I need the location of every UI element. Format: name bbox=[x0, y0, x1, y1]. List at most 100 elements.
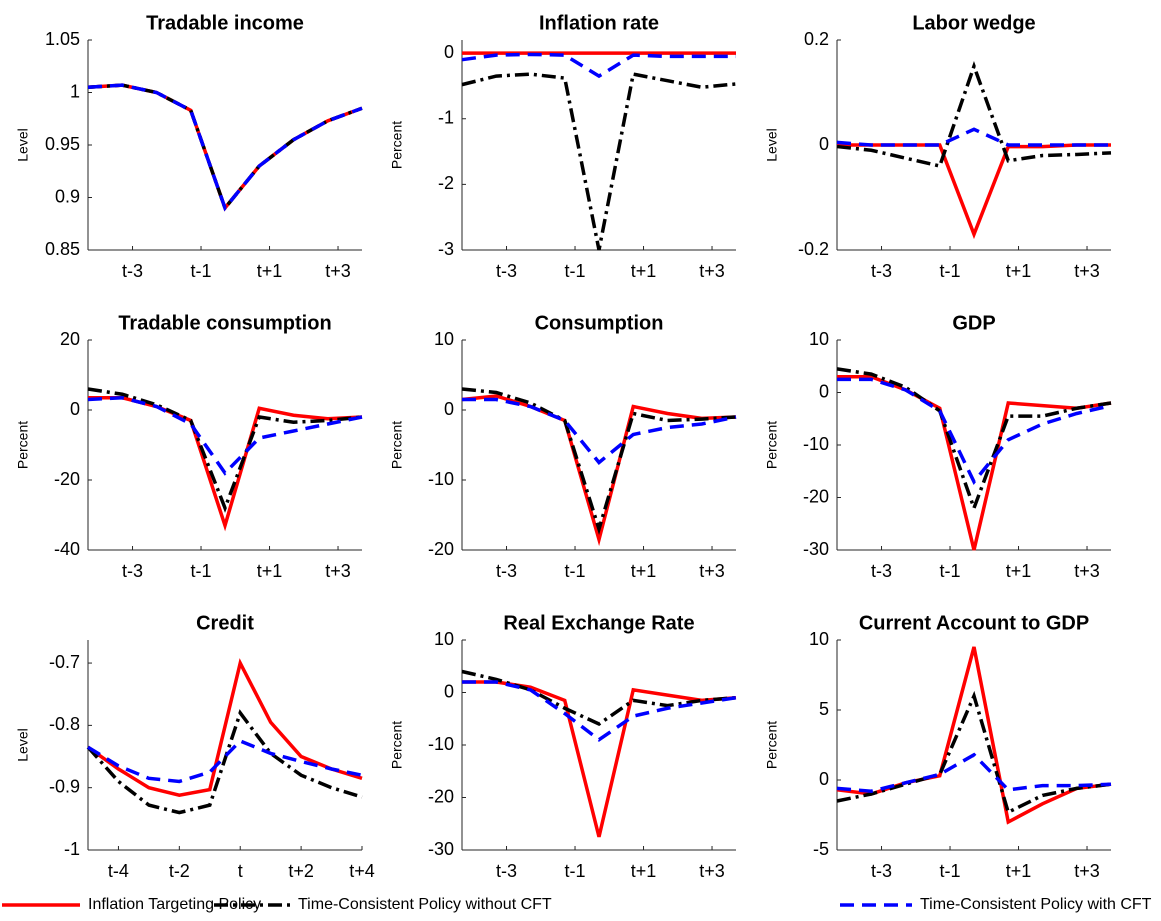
series-line bbox=[461, 52, 736, 79]
x-tick-label: t+1 bbox=[631, 561, 657, 581]
x-tick-label: t-1 bbox=[940, 561, 961, 581]
y-tick-label: -30 bbox=[803, 539, 829, 559]
chart-title: Consumption bbox=[535, 312, 664, 334]
y-tick-label: -2 bbox=[438, 173, 454, 193]
x-tick-label: t+1 bbox=[631, 861, 657, 881]
x-tick-label: t-1 bbox=[940, 861, 961, 881]
y-tick-label: 10 bbox=[809, 329, 829, 349]
legend-label: Time-Consistent Policy with CFT bbox=[920, 896, 1152, 913]
y-tick-label: -10 bbox=[428, 734, 454, 754]
chart-title: Tradable consumption bbox=[118, 312, 331, 334]
y-tick-label: -20 bbox=[54, 469, 80, 489]
y-axis-label: Level bbox=[15, 128, 31, 161]
x-tick-label: t-3 bbox=[122, 261, 143, 281]
y-tick-label: 10 bbox=[434, 329, 454, 349]
y-tick-label: 20 bbox=[60, 329, 80, 349]
x-tick-label: t+4 bbox=[349, 861, 375, 881]
y-axis-label: Percent bbox=[764, 421, 780, 469]
y-tick-label: 0.2 bbox=[804, 29, 829, 49]
series-line bbox=[837, 143, 1111, 240]
y-tick-label: -1 bbox=[438, 108, 454, 128]
series-line bbox=[86, 658, 363, 797]
series-line bbox=[462, 680, 737, 838]
x-tick-label: t-3 bbox=[496, 561, 517, 581]
x-tick-label: t-3 bbox=[871, 261, 892, 281]
x-tick-label: t-1 bbox=[565, 261, 586, 281]
x-tick-label: t-3 bbox=[871, 561, 892, 581]
x-tick-label: t+3 bbox=[699, 261, 725, 281]
legend-label: Time-Consistent Policy without CFT bbox=[298, 896, 552, 913]
y-axis-label: Percent bbox=[764, 721, 780, 769]
y-tick-label: 0 bbox=[819, 134, 829, 154]
chart-title: Tradable income bbox=[146, 12, 304, 34]
y-tick-label: 0 bbox=[819, 381, 829, 401]
series-line bbox=[836, 60, 1112, 169]
series-line bbox=[462, 397, 737, 465]
y-tick-label: -0.2 bbox=[798, 239, 829, 259]
series-line bbox=[461, 72, 737, 251]
y-tick-label: 10 bbox=[809, 629, 829, 649]
series-line bbox=[461, 387, 737, 535]
x-tick-label: t+1 bbox=[257, 561, 283, 581]
x-tick-label: t+1 bbox=[1006, 261, 1032, 281]
y-axis-label: Percent bbox=[15, 421, 31, 469]
y-tick-label: 0 bbox=[70, 399, 80, 419]
y-tick-label: -20 bbox=[803, 486, 829, 506]
chart-title: Current Account to GDP bbox=[859, 612, 1089, 634]
series-line bbox=[87, 83, 363, 212]
chart-title: Inflation rate bbox=[539, 12, 659, 34]
y-tick-label: -40 bbox=[54, 539, 80, 559]
x-tick-label: t-1 bbox=[940, 261, 961, 281]
series-line bbox=[836, 367, 1112, 514]
y-axis-label: Percent bbox=[389, 121, 405, 169]
y-tick-label: -10 bbox=[428, 469, 454, 489]
x-tick-label: t-3 bbox=[122, 561, 143, 581]
y-tick-label: -30 bbox=[428, 839, 454, 859]
y-tick-label: 0.85 bbox=[45, 239, 80, 259]
x-tick-label: t-1 bbox=[191, 261, 212, 281]
series-line bbox=[837, 377, 1112, 485]
y-tick-label: 0.95 bbox=[45, 134, 80, 154]
series-line bbox=[87, 395, 363, 476]
series-line bbox=[87, 738, 363, 784]
series-line bbox=[87, 83, 363, 212]
y-axis-label: Percent bbox=[389, 721, 405, 769]
x-tick-label: t+1 bbox=[1006, 561, 1032, 581]
x-tick-label: t+1 bbox=[1006, 861, 1032, 881]
series-line bbox=[836, 646, 1112, 825]
x-tick-label: t-2 bbox=[169, 861, 190, 881]
y-tick-label: -1 bbox=[64, 839, 80, 859]
chart-title: Labor wedge bbox=[912, 12, 1035, 34]
x-tick-label: t+3 bbox=[699, 861, 725, 881]
series-line bbox=[87, 387, 363, 513]
y-tick-label: 0 bbox=[444, 399, 454, 419]
y-tick-label: -5 bbox=[813, 839, 829, 859]
x-tick-label: t+1 bbox=[257, 261, 283, 281]
chart-title: Real Exchange Rate bbox=[503, 612, 694, 634]
y-axis-label: Percent bbox=[389, 421, 405, 469]
y-tick-label: -0.9 bbox=[49, 776, 80, 796]
y-axis-label: Level bbox=[15, 728, 31, 761]
x-tick-label: t-1 bbox=[565, 561, 586, 581]
x-tick-label: t+3 bbox=[699, 561, 725, 581]
x-tick-label: t-3 bbox=[496, 861, 517, 881]
series-line bbox=[461, 394, 737, 547]
y-tick-label: -3 bbox=[438, 239, 454, 259]
x-tick-label: t+3 bbox=[1074, 561, 1100, 581]
x-tick-label: t-4 bbox=[108, 861, 129, 881]
y-tick-label: 10 bbox=[434, 629, 454, 649]
x-tick-label: t+3 bbox=[1074, 861, 1100, 881]
x-tick-label: t+3 bbox=[325, 261, 351, 281]
legend-label: Inflation Targeting Policy bbox=[88, 896, 261, 913]
series-line bbox=[836, 752, 1112, 793]
y-axis-label: Level bbox=[764, 128, 780, 161]
chart-title: Credit bbox=[196, 612, 254, 634]
series-line bbox=[836, 690, 1112, 815]
y-tick-label: 0 bbox=[444, 42, 454, 62]
x-tick-label: t+2 bbox=[288, 861, 314, 881]
y-tick-label: 0 bbox=[444, 681, 454, 701]
y-tick-label: -20 bbox=[428, 786, 454, 806]
x-tick-label: t+3 bbox=[325, 561, 351, 581]
y-tick-label: 1.05 bbox=[45, 29, 80, 49]
